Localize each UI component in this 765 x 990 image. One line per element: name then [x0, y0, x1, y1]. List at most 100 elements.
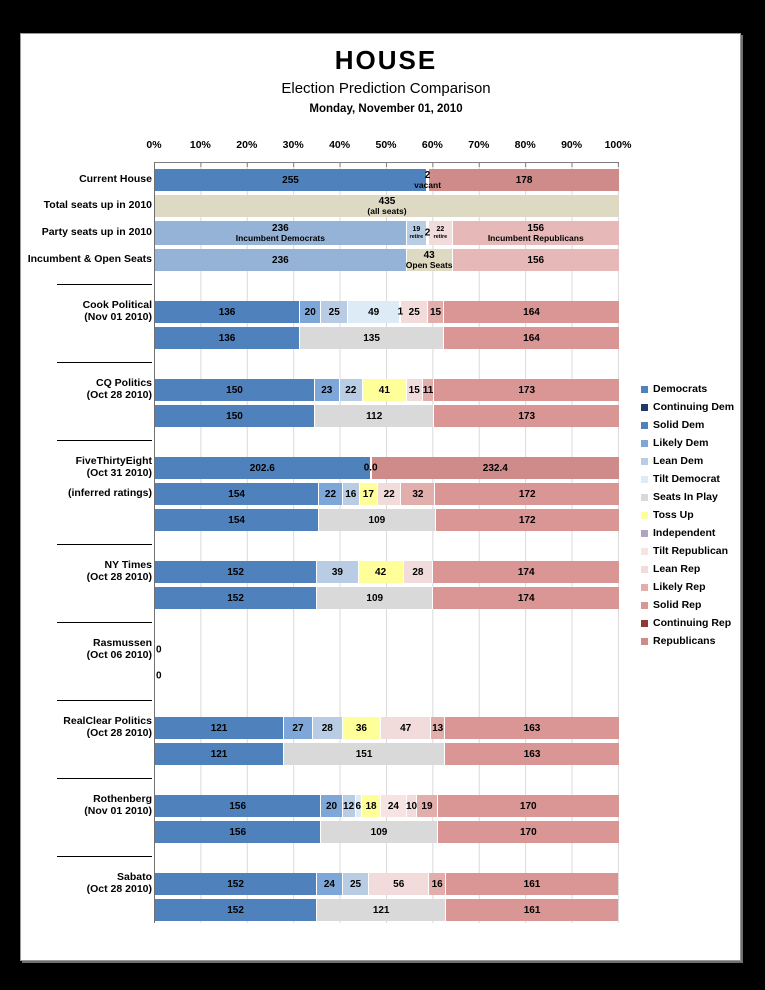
legend-item: Seats In Play: [641, 488, 739, 506]
bar-segment-label: 12: [343, 801, 354, 812]
bar-segment-label-line: 16: [431, 878, 443, 890]
bar-segment-label-line: 10: [405, 800, 418, 812]
group-separator-line: [57, 362, 152, 363]
bar-segment: 178: [429, 169, 619, 191]
bar-row: 136 20 25 49 1 25 15 164: [155, 301, 619, 323]
bar-segment-label-line: 164: [523, 332, 540, 344]
bar-row: 154 22 16 17 22 32 172: [155, 483, 619, 505]
bar-segment: 109: [319, 509, 436, 531]
bar-segment: 22: [339, 379, 363, 401]
bar-segment-label: 156: [229, 827, 246, 838]
bar-segment-label: 121: [211, 723, 228, 734]
row-label: Sabato (Oct 28 2010): [21, 872, 152, 894]
row-label: CQ Politics (Oct 28 2010): [21, 378, 152, 400]
row-label: Current House: [21, 168, 152, 190]
bar-segment-label-line: 172: [518, 514, 536, 526]
bar-segment: 156: [155, 821, 322, 843]
bar-segment: 154: [155, 509, 320, 531]
bar-segment-label: 56: [393, 879, 404, 890]
bar-segment-label-line: 20: [304, 306, 316, 318]
legend-swatch: [641, 439, 648, 447]
bar-segment-label: 163: [524, 749, 541, 760]
bar-segment: 156: [452, 249, 619, 271]
legend-swatch: [641, 547, 648, 555]
bar-segment-label-line: 152: [227, 592, 244, 604]
group-separator-line: [57, 622, 152, 623]
bar-segment-label: 112: [366, 411, 382, 422]
row-label-line: (Oct 28 2010): [86, 883, 152, 894]
bar-segment: 56: [369, 873, 430, 895]
bar-segment: 136: [155, 301, 301, 323]
bar-segment-label-line: 22: [383, 488, 395, 500]
bar-segment-label: 121: [373, 905, 390, 916]
bar-segment: 109: [321, 821, 438, 843]
bar-segment-label-line: 17: [362, 488, 374, 500]
bar-segment-label: 174: [518, 567, 535, 578]
legend-item: Tilt Democrat: [641, 470, 739, 488]
bar-segment-label-line: 161: [523, 878, 541, 890]
bar-segment: 202.6: [155, 457, 371, 479]
bar-segment-label-line: 56: [393, 878, 405, 890]
legend-label: Seats In Play: [653, 491, 718, 503]
legend-label: Continuing Rep: [653, 617, 732, 629]
bar-segment: 109: [317, 587, 434, 609]
bar-segment-label: 236 Incumbent Democrats: [236, 223, 325, 243]
bar-segment-label-line: 22: [345, 384, 357, 396]
bar-segment: 15: [428, 301, 445, 323]
legend-item: Republicans: [641, 632, 739, 650]
bar-segment-label-line: 173: [518, 410, 536, 422]
x-axis-tick-label: 70%: [468, 139, 490, 151]
x-axis-tick-label: 20%: [236, 139, 258, 151]
chart-subtitle: Election Prediction Comparison: [281, 79, 491, 97]
legend-swatch: [641, 601, 648, 609]
legend-label: Tilt Democrat: [653, 473, 720, 485]
group-separator-line: [57, 778, 152, 779]
bar-segment: 41: [362, 379, 407, 401]
bar-segment-label: 11: [423, 385, 434, 396]
bar-segment-label-line: 156: [527, 222, 545, 234]
bar-segment-label: 172: [519, 489, 536, 500]
bar-segment: 1: [398, 301, 403, 323]
row-label-line: (Oct 28 2010): [86, 727, 152, 738]
row-label-line: Party seats up in 2010: [41, 225, 152, 238]
bar-row: 0: [155, 639, 619, 661]
bar-segment: 232.4: [371, 457, 619, 479]
bar-segment: 25: [342, 873, 370, 895]
zero-bar-label: 0: [156, 670, 162, 682]
x-axis-tick-label: 100%: [604, 139, 632, 151]
bar-segment: 435 (all seats): [155, 195, 619, 217]
bar-segment-label: 178: [516, 175, 533, 186]
bar-segment: 18: [361, 795, 382, 817]
bar-segment-label-line: 178: [515, 174, 533, 186]
bar-segment-label: 25: [329, 307, 340, 318]
bar-segment-label-line: 43: [423, 249, 435, 261]
bar-segment-label-line: 18: [365, 800, 377, 812]
bar-segment-label-line: 13: [432, 722, 444, 734]
bar-segment: 170: [437, 821, 619, 843]
bar-segment-label: 170: [520, 827, 537, 838]
bar-segment-label-line: 150: [226, 384, 243, 396]
bar-segment: 121: [155, 717, 285, 739]
bar-segment-label-line: 151: [355, 748, 373, 760]
bar-segment-label-line: 236: [272, 254, 289, 266]
x-axis-tick-label: 90%: [561, 139, 583, 151]
bar-segment-label-line: 435: [378, 195, 396, 207]
bar-segment-label: 109: [371, 827, 388, 838]
bar-segment-label-line: 135: [363, 332, 380, 344]
bar-segment-label: 161: [524, 905, 541, 916]
bar-segment-label: 32: [412, 489, 423, 500]
legend-swatch: [641, 529, 648, 537]
bar-segment-label-line: retire: [433, 233, 448, 240]
bar-segment-label-line: 173: [518, 384, 536, 396]
bar-segment: 173: [434, 379, 619, 401]
bar-segment-label-line: 109: [366, 592, 384, 604]
bar-segment-label-line: 174: [517, 592, 535, 604]
bar-segment-label: 156: [527, 255, 544, 266]
bar-segment-label-line: 121: [210, 748, 228, 760]
bar-segment-label: 109: [366, 593, 383, 604]
bar-segment: 25: [321, 301, 349, 323]
bar-segment: 11: [422, 379, 435, 401]
bar-row: 152 39 42 28 174: [155, 561, 619, 583]
bar-segment-label: 152: [227, 905, 244, 916]
bar-segment-label: 43 Open Seats: [406, 250, 453, 270]
